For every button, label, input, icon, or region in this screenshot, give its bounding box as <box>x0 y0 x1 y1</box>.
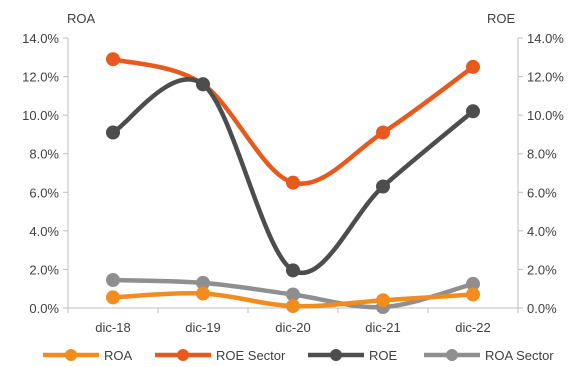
series-line-roe-sector <box>110 56 476 186</box>
data-point-roe-sector <box>466 59 480 74</box>
legend-marker-roe <box>330 349 342 361</box>
right-tick-label: 10.0% <box>527 108 564 123</box>
data-point-roa <box>376 293 390 308</box>
right-axis-title: ROE <box>487 11 516 26</box>
right-tick-label: 14.0% <box>527 31 564 46</box>
right-tick-label: 12.0% <box>527 70 564 85</box>
data-point-roa <box>196 286 210 301</box>
data-point-roa-sector <box>466 276 480 291</box>
legend-marker-roe-sector <box>177 349 189 361</box>
legend: ROA ROE Sector ROE ROA Sector <box>43 348 554 363</box>
data-point-roe <box>106 125 120 140</box>
data-point-roa-sector <box>286 287 300 302</box>
left-tick-label: 8.0% <box>29 147 59 162</box>
right-tick-label: 2.0% <box>527 262 557 277</box>
right-tick-label: 4.0% <box>527 224 557 239</box>
left-tick-label: 14.0% <box>22 31 59 46</box>
left-tick-label: 0.0% <box>29 301 59 316</box>
x-tick-label: dic-18 <box>95 320 130 335</box>
legend-label-roe: ROE <box>369 348 398 363</box>
data-point-roa-sector <box>196 275 210 290</box>
data-point-roe-sector <box>286 175 300 190</box>
x-tick-label: dic-20 <box>275 320 310 335</box>
data-point-roa-sector <box>106 273 120 288</box>
legend-label-roa-sector: ROA Sector <box>485 348 554 363</box>
x-tick-label: dic-19 <box>185 320 220 335</box>
data-point-roe <box>376 179 390 194</box>
x-tick-label: dic-21 <box>365 320 400 335</box>
right-tick-label: 8.0% <box>527 147 557 162</box>
right-tick-label: 0.0% <box>527 301 557 316</box>
legend-marker-roa-sector <box>446 349 458 361</box>
left-axis-title: ROA <box>67 11 96 26</box>
data-point-roa <box>106 290 120 305</box>
right-tick-label: 6.0% <box>527 185 557 200</box>
data-point-roa <box>286 299 300 314</box>
data-point-roa <box>466 287 480 302</box>
left-tick-label: 12.0% <box>22 70 59 85</box>
x-tick-label: dic-22 <box>455 320 490 335</box>
data-point-roe <box>466 104 480 119</box>
data-point-roe <box>286 263 300 278</box>
left-tick-label: 4.0% <box>29 224 59 239</box>
legend-label-roa: ROA <box>104 348 133 363</box>
data-point-roe <box>196 77 210 92</box>
series-layer <box>106 52 480 315</box>
left-tick-label: 2.0% <box>29 262 59 277</box>
axes: 0.0% 2.0% 4.0% 6.0% 8.0% 10.0% 12.0% 14.0% 0.0% 2… <box>22 31 564 335</box>
left-tick-label: 10.0% <box>22 108 59 123</box>
data-point-roe-sector <box>376 125 390 140</box>
legend-label-roe-sector: ROE Sector <box>216 348 286 363</box>
data-point-roe-sector <box>106 52 120 67</box>
left-tick-label: 6.0% <box>29 185 59 200</box>
legend-marker-roa <box>65 349 77 361</box>
